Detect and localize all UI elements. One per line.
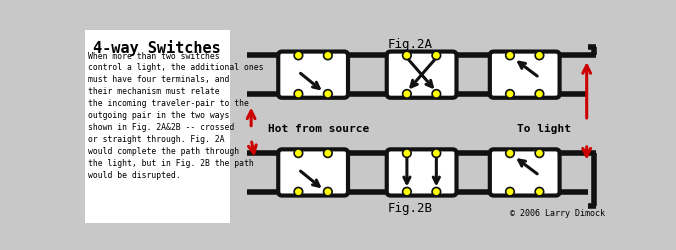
Text: © 2006 Larry Dimock: © 2006 Larry Dimock [510,209,605,218]
Circle shape [506,149,514,158]
Circle shape [432,188,441,196]
Circle shape [432,51,441,60]
Circle shape [506,90,514,98]
Bar [84,30,231,222]
Text: When more than two switches
control a light, the additional ones
must have four : When more than two switches control a li… [89,52,264,180]
Circle shape [535,149,544,158]
FancyBboxPatch shape [279,52,348,98]
Circle shape [294,51,303,60]
Circle shape [294,188,303,196]
Text: To light: To light [517,124,571,134]
Circle shape [535,51,544,60]
Circle shape [506,51,514,60]
Circle shape [403,149,411,158]
Circle shape [294,90,303,98]
Text: Hot from source: Hot from source [268,124,369,134]
Circle shape [506,188,514,196]
Circle shape [324,51,332,60]
Circle shape [432,149,441,158]
FancyBboxPatch shape [279,149,348,196]
Circle shape [432,90,441,98]
Circle shape [403,90,411,98]
Circle shape [403,188,411,196]
Circle shape [535,188,544,196]
Text: 4-way Switches: 4-way Switches [93,40,221,56]
Circle shape [294,149,303,158]
FancyBboxPatch shape [387,149,456,196]
Circle shape [324,149,332,158]
Circle shape [324,90,332,98]
Text: Fig.2B: Fig.2B [387,202,433,215]
FancyBboxPatch shape [490,149,560,196]
Circle shape [535,90,544,98]
Text: Fig.2A: Fig.2A [387,38,433,51]
Circle shape [324,188,332,196]
FancyBboxPatch shape [387,52,456,98]
FancyBboxPatch shape [490,52,560,98]
Circle shape [403,51,411,60]
